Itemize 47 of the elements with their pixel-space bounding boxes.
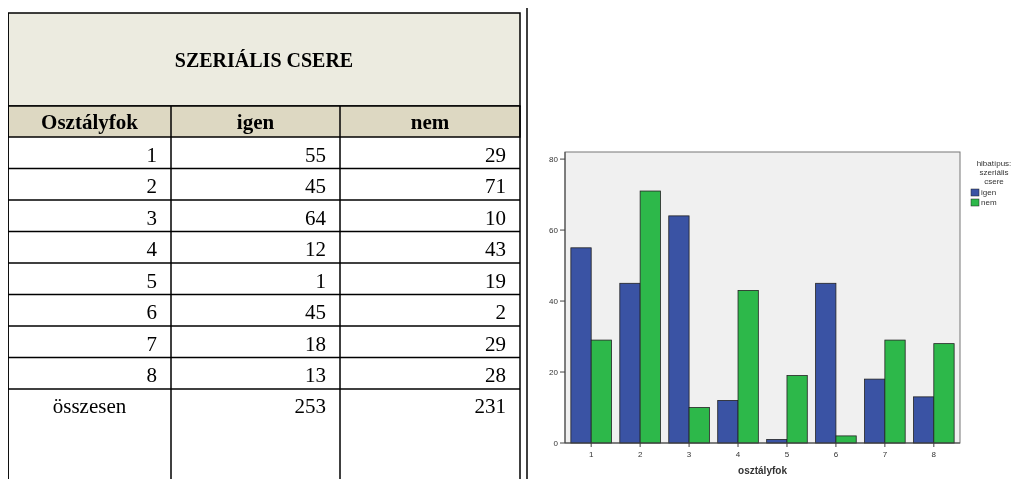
category-label: 3 xyxy=(146,205,157,230)
x-tick-label: 1 xyxy=(588,450,594,459)
x-tick-label: 5 xyxy=(784,450,790,459)
category-label: 6 xyxy=(146,300,157,324)
category-label: 1 xyxy=(146,142,157,167)
text: nem xyxy=(410,110,450,134)
y-tick-label: 0 xyxy=(553,439,559,448)
x-tick-label: 4 xyxy=(735,450,741,459)
text: 19 xyxy=(485,268,506,293)
text: 55 xyxy=(305,142,326,167)
x-axis-title: osztályfok xyxy=(738,465,788,476)
y-tick-label: 80 xyxy=(549,155,559,165)
text: 13 xyxy=(305,363,326,387)
text: 28 xyxy=(485,363,506,387)
x-tick-label: 7 xyxy=(882,450,888,459)
text: igen xyxy=(236,110,275,134)
text: 45 xyxy=(305,300,326,324)
category-label: 4 xyxy=(146,237,157,261)
text: 43 xyxy=(485,237,506,261)
text: SZERIÁLIS CSERE xyxy=(174,48,354,71)
text: 10 xyxy=(485,205,506,230)
category-label: 8 xyxy=(146,363,157,387)
text: 18 xyxy=(305,331,326,356)
x-tick-label: 6 xyxy=(833,450,839,459)
y-tick-label: 20 xyxy=(549,368,559,378)
text: 64 xyxy=(305,205,327,230)
text: 29 xyxy=(485,331,506,356)
text: 2 xyxy=(495,300,506,324)
x-tick-label: 2 xyxy=(637,450,643,459)
y-tick-label: 40 xyxy=(549,297,559,307)
text: 12 xyxy=(305,237,326,261)
text: összesen xyxy=(52,394,127,418)
category-label: 5 xyxy=(146,268,157,293)
x-tick-label: 8 xyxy=(931,450,937,459)
legend-label: nem xyxy=(981,198,997,207)
category-label: 7 xyxy=(146,331,157,356)
text: 253 xyxy=(294,394,326,418)
text: 71 xyxy=(485,174,506,198)
text: 29 xyxy=(485,142,506,167)
text: 231 xyxy=(474,394,506,418)
text: 1 xyxy=(315,268,326,293)
category-label: 2 xyxy=(146,174,157,198)
text: Osztályfok xyxy=(41,110,139,134)
legend-label: igen xyxy=(981,188,997,197)
text: 45 xyxy=(305,174,326,198)
y-tick-label: 60 xyxy=(549,226,559,236)
x-tick-label: 3 xyxy=(686,450,692,459)
